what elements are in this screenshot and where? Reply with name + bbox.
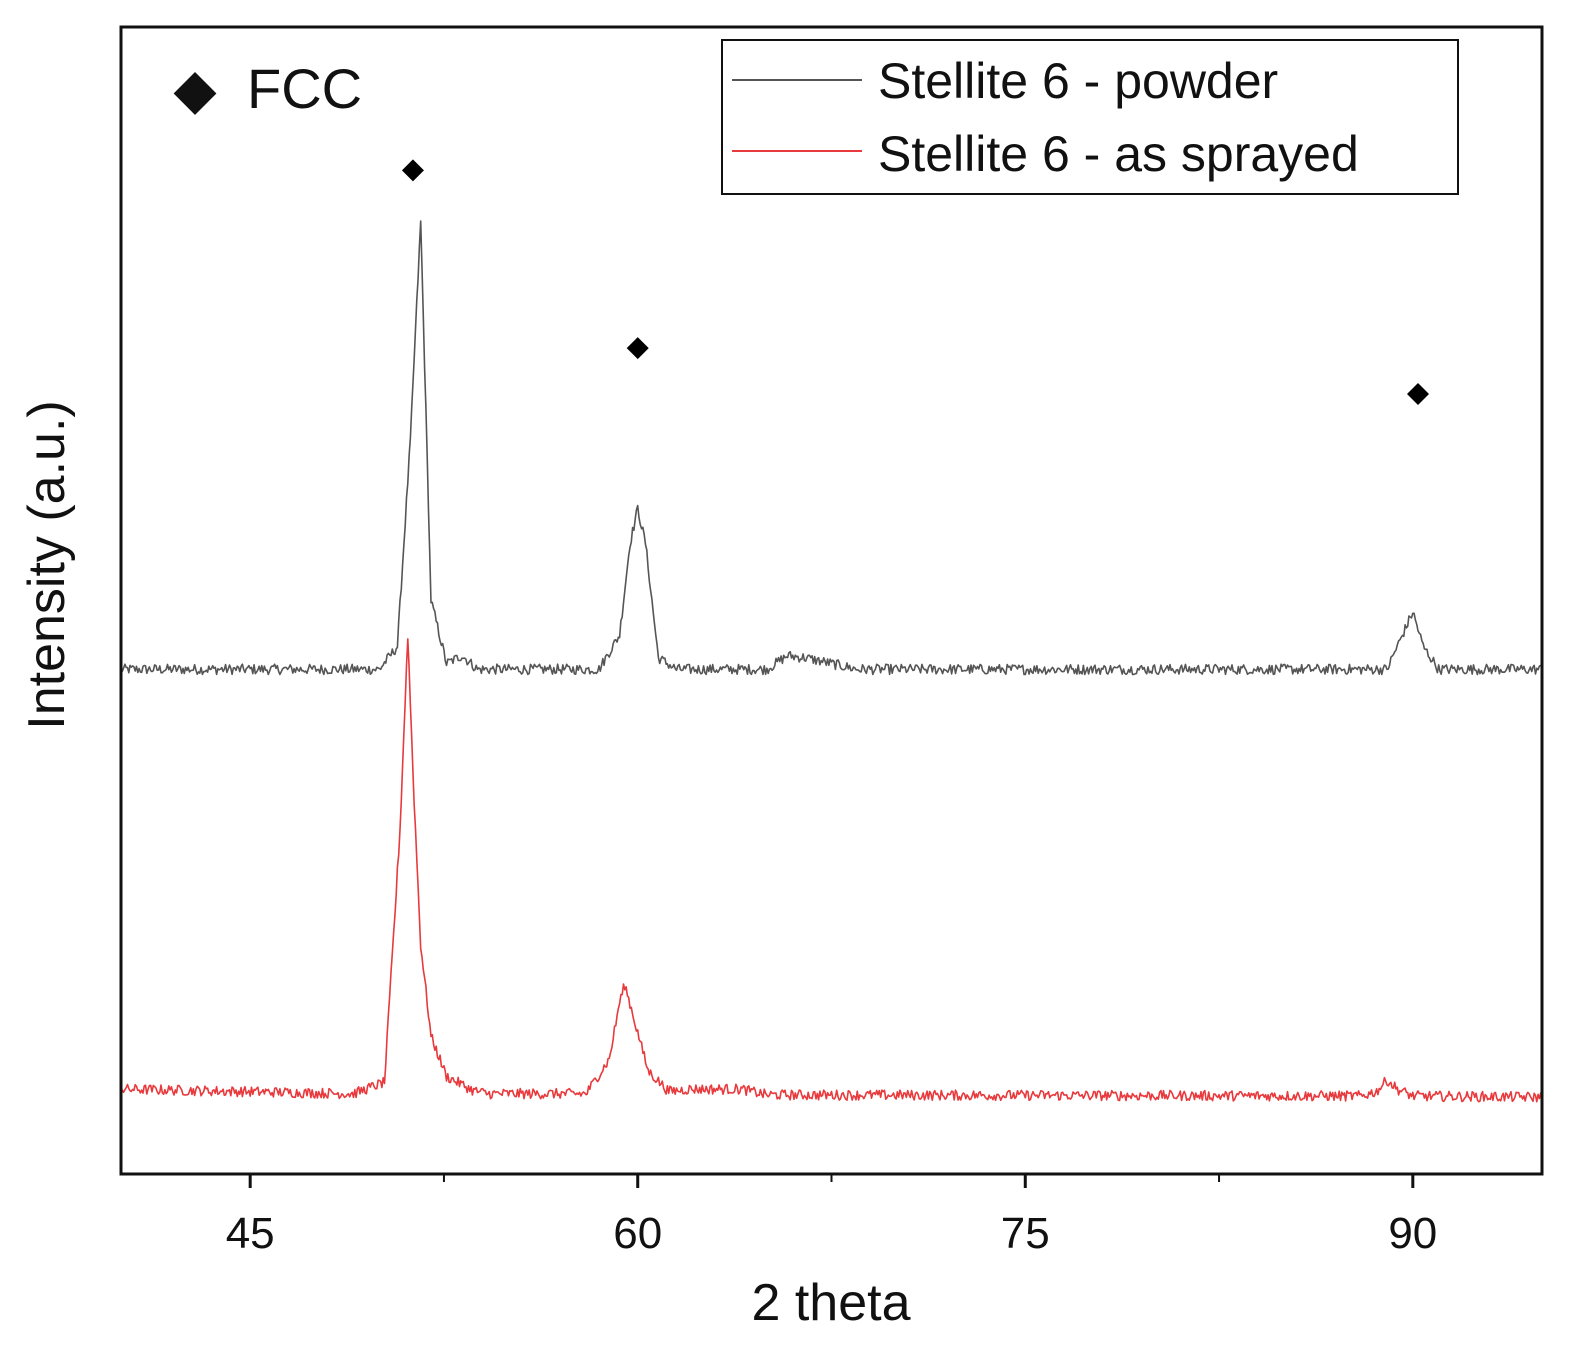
x-tick-label: 60 — [613, 1209, 662, 1258]
x-tick-label: 75 — [1001, 1209, 1050, 1258]
x-tick-label: 45 — [226, 1209, 275, 1258]
plot-frame — [119, 25, 1544, 1176]
series-line-stellite-6-powder — [120, 220, 1543, 676]
y-axis-title: Intensity (a.u.) — [18, 400, 76, 729]
x-tick-label: 90 — [1388, 1209, 1437, 1258]
fcc-peak-marker — [1406, 383, 1429, 406]
legend-box — [721, 39, 1459, 195]
fcc-key: ◆ FCC — [173, 57, 362, 120]
legend-label-powder: Stellite 6 - powder — [878, 53, 1278, 109]
fcc-key-marker: ◆ — [173, 57, 216, 120]
series-line-stellite-6-as-sprayed — [120, 638, 1543, 1103]
fcc-peak-markers — [401, 159, 1429, 406]
legend-label-as-sprayed: Stellite 6 - as sprayed — [878, 126, 1359, 182]
x-axis-ticks: 45 60 75 90 — [226, 1174, 1437, 1258]
fcc-peak-marker — [626, 337, 649, 360]
fcc-peak-marker — [401, 159, 424, 182]
x-axis-title: 2 theta — [751, 1274, 910, 1332]
fcc-key-label: FCC — [247, 57, 362, 120]
series-layer — [120, 220, 1543, 1103]
legend: Stellite 6 - powder Stellite 6 - as spra… — [721, 39, 1459, 195]
